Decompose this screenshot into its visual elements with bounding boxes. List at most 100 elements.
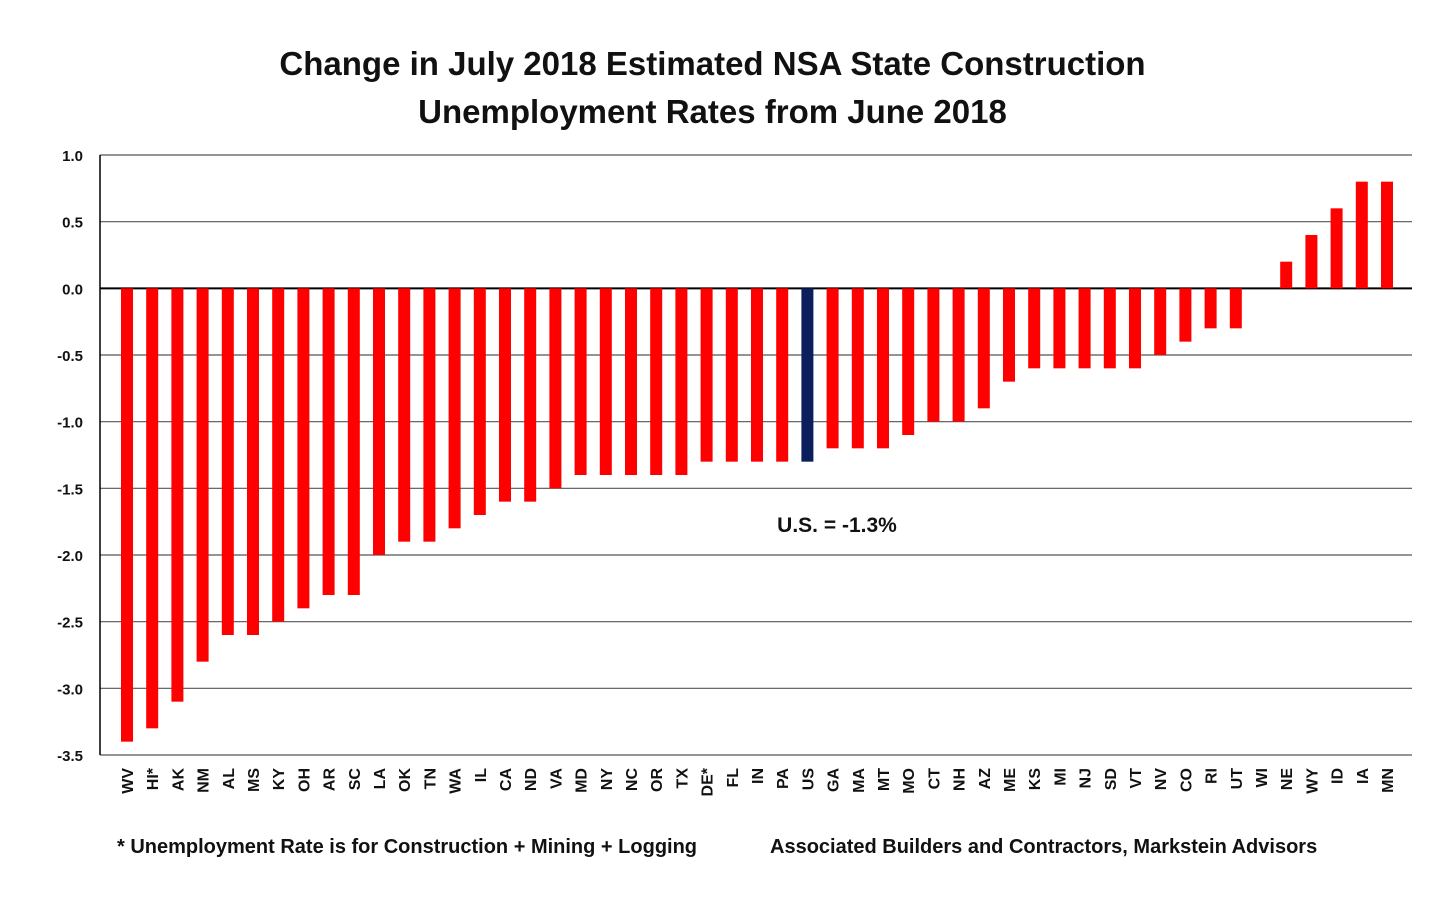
bar-sd (1103, 288, 1116, 369)
bar-nd (524, 288, 537, 502)
chart-title-line-1: Change in July 2018 Estimated NSA State … (279, 45, 1146, 82)
bar-vt (1129, 288, 1141, 369)
bar-ks (1028, 288, 1041, 369)
x-tick-label: MS (246, 768, 263, 792)
bar-mo (902, 288, 915, 435)
x-tick-label: AZ (977, 768, 994, 790)
x-tick-label: FL (725, 768, 742, 788)
x-tick-label: NC (624, 768, 641, 792)
bar-md (574, 288, 587, 475)
bar-wv (121, 288, 133, 742)
source-note: Associated Builders and Contractors, Mar… (770, 836, 1318, 858)
bar-ok (398, 288, 411, 542)
y-tick-label: -2.0 (57, 548, 83, 565)
us-annotation: U.S. = -1.3% (777, 514, 897, 537)
bar-ne (1280, 261, 1293, 289)
bar-ri (1204, 288, 1217, 329)
bar-wy (1305, 235, 1318, 289)
x-tick-label: VT (1128, 768, 1145, 789)
x-tick-label: CO (1178, 768, 1195, 792)
y-tick-label: -2.5 (57, 615, 83, 632)
bar-fl (725, 288, 738, 462)
x-tick-label: TN (422, 768, 439, 789)
bar-ct (927, 288, 940, 422)
y-tick-label: -1.0 (57, 415, 83, 432)
bar-ma (851, 288, 864, 449)
bar-nj (1078, 288, 1091, 369)
bar-oh (297, 288, 310, 609)
x-tick-label: NM (196, 768, 213, 793)
y-tick-label: -3.0 (57, 681, 83, 698)
x-tick-label: NE (1279, 768, 1296, 791)
bar-de (700, 288, 713, 462)
x-tick-label: MT (876, 768, 893, 791)
x-tick-label: WY (1304, 768, 1321, 794)
bar-ca (499, 288, 511, 502)
bar-me (1003, 288, 1015, 382)
bar-nh (952, 288, 965, 422)
bar-wa (448, 288, 461, 529)
x-tick-label: UT (1229, 768, 1246, 790)
bar-mn (1381, 181, 1393, 289)
bar-us (801, 288, 814, 462)
bar-mi (1053, 288, 1066, 369)
x-tick-label: AL (221, 768, 238, 790)
x-tick-label: KY (271, 768, 288, 791)
bar-ak (171, 288, 184, 702)
x-tick-label: VA (548, 768, 565, 789)
bar-il (473, 288, 486, 515)
bar-ms (247, 288, 259, 635)
x-tick-label: TX (674, 768, 691, 789)
bar-hi (146, 288, 159, 729)
bar-nc (625, 288, 637, 475)
x-tick-label: KS (1027, 768, 1044, 791)
bar-nm (196, 288, 209, 662)
footnote: * Unemployment Rate is for Construction … (117, 836, 698, 858)
bar-ga (826, 288, 839, 449)
x-tick-label: WV (120, 768, 137, 794)
x-tick-label: CA (498, 768, 515, 792)
x-tick-label: NJ (1078, 768, 1095, 788)
x-tick-label: WI (1254, 768, 1271, 788)
bar-id (1330, 208, 1343, 289)
x-tick-label: ND (523, 768, 540, 791)
x-tick-label: IA (1355, 768, 1372, 784)
x-tick-label: US (800, 768, 817, 791)
x-tick-label: LA (372, 768, 389, 790)
x-tick-label: MN (1380, 768, 1397, 793)
x-tick-label: IN (750, 768, 767, 784)
bar-la (373, 288, 385, 555)
x-tick-label: MA (851, 768, 868, 793)
y-tick-label: 0.5 (62, 215, 83, 232)
x-tick-label: OH (296, 768, 313, 792)
x-tick-label: OK (397, 768, 414, 792)
x-tick-label: NH (952, 768, 969, 791)
x-tick-label: MO (901, 768, 918, 794)
x-tick-label: CT (926, 768, 943, 790)
x-tick-label: PA (775, 768, 792, 789)
bar-ia (1355, 181, 1368, 289)
bar-co (1179, 288, 1192, 342)
x-tick-label: IL (473, 768, 490, 782)
x-tick-label: MI (1052, 768, 1069, 786)
x-tick-label: ME (1002, 768, 1019, 792)
bar-pa (776, 288, 789, 462)
x-tick-label: SC (347, 768, 364, 791)
bar-ny (599, 288, 612, 475)
x-tick-label: NV (1153, 768, 1170, 791)
bar-ky (272, 288, 285, 622)
bar-mt (877, 288, 889, 449)
x-tick-label: WA (448, 768, 465, 794)
x-tick-label: SD (1103, 768, 1120, 790)
y-tick-label: -1.5 (57, 481, 83, 498)
x-tick-label: HI* (145, 767, 162, 790)
bar-nv (1154, 288, 1167, 355)
x-tick-label: GA (826, 768, 843, 792)
bar-ar (322, 288, 335, 595)
bar-sc (347, 288, 360, 595)
x-tick-label: AK (170, 768, 187, 792)
y-tick-label: -3.5 (57, 748, 83, 765)
x-tick-label: RI (1204, 768, 1221, 784)
bar-az (977, 288, 990, 409)
bar-tx (675, 288, 688, 475)
